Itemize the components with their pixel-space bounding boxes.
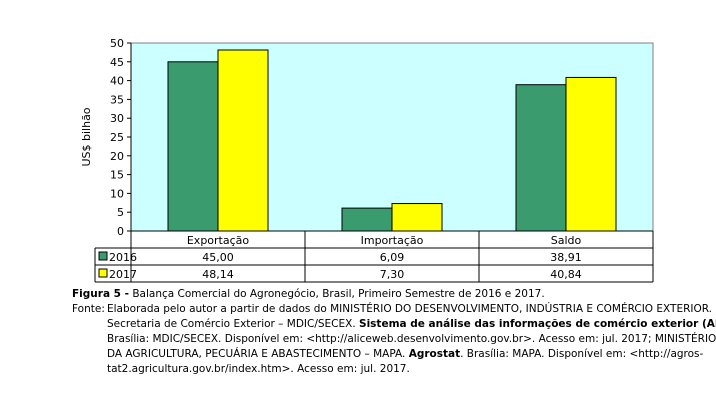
source-label: Fonte: (72, 303, 105, 315)
figure-label: Figura 5 - (72, 288, 130, 300)
source-line-5: tat2.agricultura.gov.br/index.htm>. Aces… (72, 362, 692, 377)
y-tick-label: 35 (110, 93, 124, 106)
legend-swatch-2016 (98, 251, 108, 261)
source-text-2b: Sistema de análise das informações de co… (359, 318, 716, 330)
y-tick-label: 45 (110, 56, 124, 69)
bars-group (167, 49, 617, 232)
data-label: 38,91 (550, 251, 582, 264)
source-text-4b: Agrostat (408, 348, 461, 360)
y-tick-label: 15 (110, 169, 124, 182)
figure-caption: Figura 5 - Balança Comercial do Agronegó… (72, 287, 716, 377)
data-label: 48,14 (202, 268, 234, 281)
data-table: Exportação Importação Saldo 2016 45,00 6,09 38… (94, 230, 654, 283)
source-text-4c: . Brasília: MAPA. Disponível em: <http:/… (460, 348, 704, 360)
data-label: 45,00 (202, 251, 234, 264)
data-label: 6,09 (380, 251, 405, 264)
y-tick-label: 0 (117, 225, 124, 238)
y-tick-label: 5 (117, 206, 124, 219)
bar-2017-1 (391, 203, 443, 232)
bar-2017-0 (217, 49, 269, 232)
bar-2016-1 (341, 207, 393, 232)
y-tick-label: 50 (110, 37, 124, 50)
legend-label-2016: 2016 (109, 251, 137, 264)
source-line-1: Fonte: Elaborada pelo autor a partir de d… (72, 302, 712, 317)
source-text-3: Brasília: MDIC/SECEX. Disponível em: <ht… (107, 333, 716, 345)
source-text-4a: DA AGRICULTURA, PECUÁRIA E ABASTECIMENTO… (107, 348, 409, 360)
y-tick-label: 40 (110, 75, 124, 88)
source-line-3: Brasília: MDIC/SECEX. Disponível em: <ht… (72, 332, 716, 347)
legend-label-2017: 2017 (109, 268, 137, 281)
bar-2016-2 (515, 84, 567, 232)
figure-title: Balança Comercial do Agronegócio, Brasil… (129, 288, 545, 300)
x-tick-label: Importação (361, 234, 424, 247)
y-tick-label: 30 (110, 112, 124, 125)
bar-2017-2 (565, 76, 617, 232)
source-text-2a: Secretaria de Comércio Exterior – MDIC/S… (107, 318, 360, 330)
x-tick-label: Exportação (187, 234, 250, 247)
bar-chart: 0 5 10 15 20 25 30 35 40 45 50 US$ bilhão Exportaç… (80, 37, 654, 283)
source-line-2: Secretaria de Comércio Exterior – MDIC/S… (72, 317, 716, 332)
y-tick-label: 10 (110, 187, 124, 200)
data-label: 40,84 (550, 268, 582, 281)
y-axis-label: US$ bilhão (80, 107, 93, 166)
legend-swatch-2017 (98, 268, 108, 278)
x-tick-label: Saldo (551, 234, 582, 247)
figure-title-line: Figura 5 - Balança Comercial do Agronegó… (72, 287, 692, 302)
bar-2016-0 (167, 61, 219, 232)
y-tick-label: 25 (110, 131, 124, 144)
data-label: 7,30 (380, 268, 405, 281)
source-line-4: DA AGRICULTURA, PECUÁRIA E ABASTECIMENTO… (72, 347, 703, 362)
y-tick-label: 20 (110, 150, 124, 163)
source-text-1: Elaborada pelo autor a partir de dados d… (107, 303, 713, 315)
source-text-5: tat2.agricultura.gov.br/index.htm>. Aces… (107, 363, 410, 375)
